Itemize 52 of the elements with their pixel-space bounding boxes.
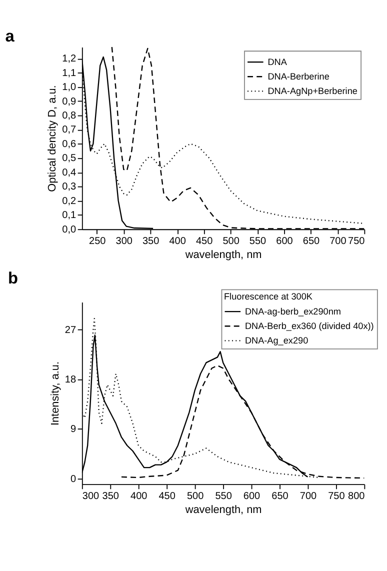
x-tick-label: 450	[196, 236, 214, 248]
legend-label: DNA-Berb_ex360 (divided 40x))	[244, 320, 374, 331]
x-tick-label: 500	[186, 491, 204, 502]
y-tick-label: 1,2	[62, 54, 76, 65]
y-tick-label: 0,4	[62, 167, 76, 178]
y-tick-label: 0,7	[62, 124, 76, 136]
x-tick-label: 450	[158, 491, 176, 502]
chart-title: b	[8, 269, 18, 288]
y-tick-label: 0,1	[62, 210, 76, 222]
y-axis-title: Optical dencity D, a.u.	[46, 85, 59, 192]
y-tick-label: 0,3	[62, 182, 76, 193]
y-tick-label: 0,8	[62, 110, 76, 122]
chart-title: a	[5, 28, 16, 46]
x-tick-label: 550	[249, 236, 267, 248]
x-tick-label: 800	[348, 491, 366, 502]
y-tick-label: 1,1	[62, 68, 76, 79]
x-tick-label: 300	[116, 236, 133, 248]
x-tick-label: 700	[330, 236, 347, 248]
x-axis-title: wavelength, nm	[184, 504, 262, 516]
legend-label: DNA-AgNp+Berberine	[268, 86, 358, 96]
x-tick-label: 650	[302, 236, 320, 248]
x-tick-label: 500	[222, 236, 240, 248]
y-tick-label: 0	[70, 474, 76, 485]
x-tick-label: 400	[130, 491, 148, 502]
x-tick-label: 650	[272, 491, 289, 502]
legend-label: DNA-Berberine	[268, 71, 330, 82]
x-tick-label: 600	[276, 236, 294, 248]
x-axis-title: wavelength, nm	[184, 248, 262, 261]
x-tick-label: 550	[215, 491, 232, 502]
y-tick-label: 0,9	[62, 96, 76, 108]
y-tick-label: 0,0	[62, 224, 76, 236]
x-tick-label: 750	[328, 491, 346, 502]
x-tick-label: 700	[300, 491, 318, 502]
legend-label: DNA	[268, 56, 288, 67]
legend-label: DNA-ag-berb_ex290nm	[244, 306, 341, 316]
y-tick-label: 0,5	[62, 153, 76, 164]
legend-label: DNA-Ag_ex290	[244, 335, 308, 346]
y-tick-label: 0,2	[62, 196, 76, 207]
y-tick-label: 9	[70, 424, 76, 436]
y-tick-label: 18	[64, 374, 76, 386]
x-tick-label: 750	[348, 236, 366, 248]
y-tick-label: 27	[64, 324, 76, 336]
x-tick-label: 250	[89, 236, 106, 248]
legend-title: Fluorescence at 300K	[224, 291, 312, 302]
x-tick-label: 350	[102, 491, 120, 502]
x-tick-label: 400	[169, 236, 186, 248]
y-axis-title: Intensity, a.u.	[50, 361, 62, 426]
x-tick-label: 350	[142, 236, 160, 248]
y-tick-label: 0,6	[62, 138, 76, 150]
y-tick-label: 1,0	[62, 82, 76, 94]
x-tick-label: 300	[82, 491, 100, 502]
x-tick-label: 600	[243, 491, 261, 502]
